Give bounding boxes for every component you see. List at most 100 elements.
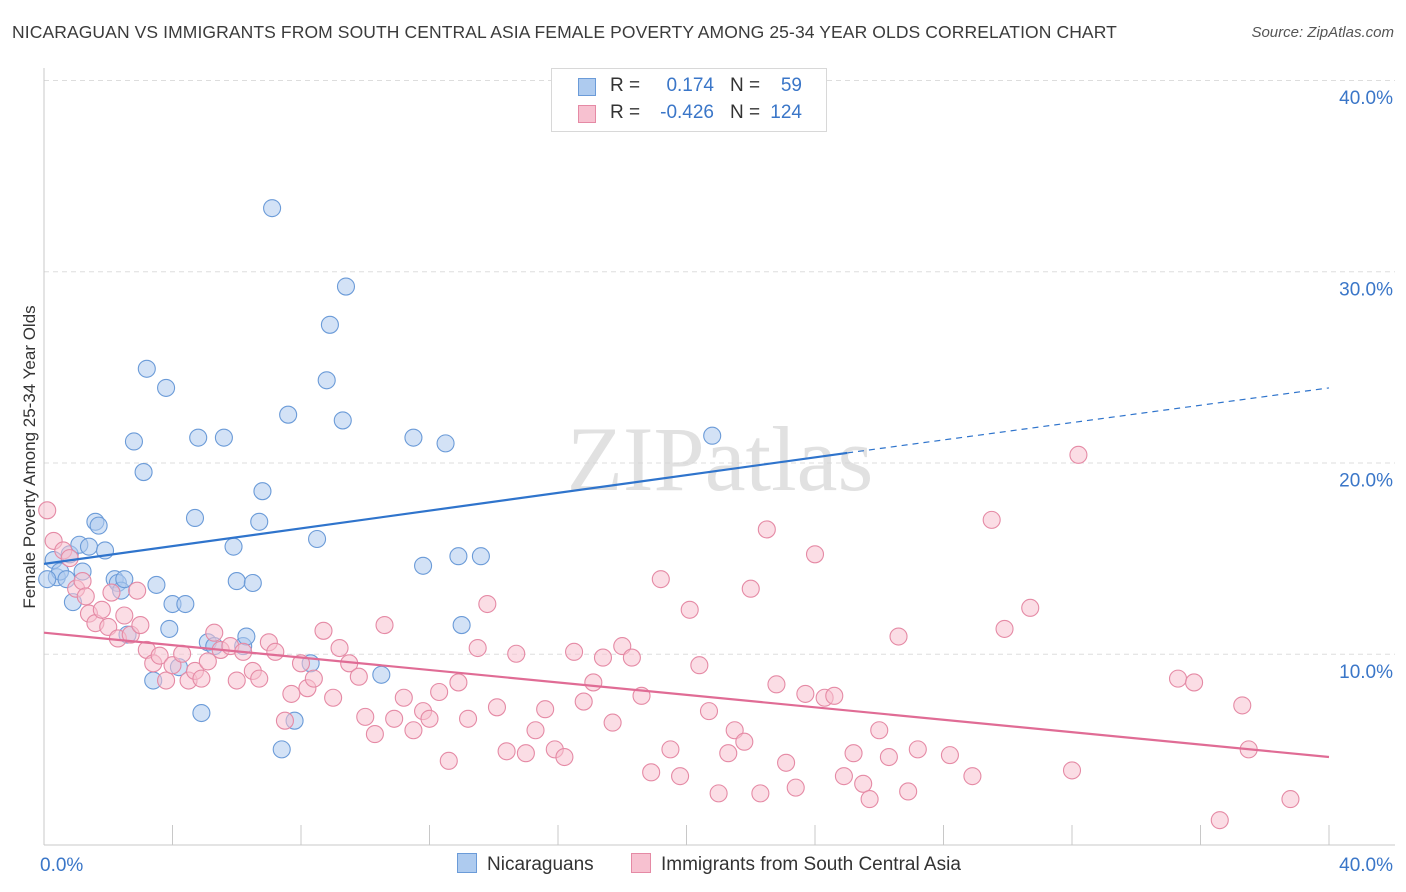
south-central-asia-point <box>365 725 384 744</box>
legend-swatch <box>631 853 651 873</box>
south-central-asia-point <box>642 763 661 782</box>
south-central-asia-point <box>150 646 169 665</box>
south-central-asia-point <box>834 767 853 786</box>
south-central-asia-point <box>73 572 92 591</box>
nicaraguans-point <box>224 537 243 556</box>
nicaraguans-point <box>147 575 166 594</box>
nicaraguans-point <box>214 428 233 447</box>
south-central-asia-point <box>1210 811 1229 830</box>
south-central-asia-point <box>394 688 413 707</box>
south-central-asia-point <box>1233 696 1252 715</box>
south-central-asia-point <box>767 675 786 694</box>
n-value: 59 <box>780 75 802 96</box>
south-central-asia-point <box>603 713 622 732</box>
south-central-asia-point <box>92 600 111 619</box>
south-central-asia-point <box>131 616 150 635</box>
nicaraguans-point <box>237 627 256 646</box>
x-tick-label-max: 40.0% <box>1339 855 1393 876</box>
south-central-asia-point <box>250 669 269 688</box>
legend-item-nicaraguans[interactable]: Nicaraguans <box>457 853 594 877</box>
south-central-asia-point <box>584 673 603 692</box>
south-central-asia-point <box>963 767 982 786</box>
south-central-asia-point <box>404 721 423 740</box>
nicaraguans-point <box>436 434 455 453</box>
south-central-asia-point <box>680 600 699 619</box>
south-central-asia-point <box>526 721 545 740</box>
south-central-asia-point <box>38 501 57 520</box>
south-central-asia-trend-line <box>43 631 1330 759</box>
south-central-asia-point <box>622 648 641 667</box>
south-central-asia-point <box>314 621 333 640</box>
south-central-asia-point <box>995 619 1014 638</box>
r-value: -0.426 <box>660 102 714 123</box>
south-central-asia-point <box>430 682 449 702</box>
south-central-asia-point <box>786 778 805 797</box>
south-central-asia-point <box>879 747 898 767</box>
y-tick-label: 30.0% <box>1339 279 1393 300</box>
south-central-asia-point <box>458 709 478 728</box>
nicaraguans-point <box>137 359 156 378</box>
r-label: R = <box>610 102 641 123</box>
nicaraguans-point <box>250 512 269 531</box>
south-central-asia-point <box>198 652 217 671</box>
nicaraguans-point <box>263 199 282 218</box>
south-central-asia-point <box>420 709 439 728</box>
south-central-asia-point <box>741 579 760 598</box>
south-central-asia-point <box>1069 445 1088 464</box>
nicaraguans-point <box>89 516 108 535</box>
south-central-asia-point <box>777 753 796 772</box>
south-central-asia-point <box>940 746 959 765</box>
axes <box>43 68 1395 846</box>
south-central-asia-point <box>157 671 176 690</box>
nicaraguans-point <box>176 594 195 614</box>
r-label: R = <box>610 75 641 96</box>
south-central-asia-point <box>385 709 404 728</box>
south-central-asia-point <box>574 692 593 711</box>
south-central-asia-point <box>76 587 95 606</box>
nicaraguans-point <box>317 371 336 390</box>
south-central-asia-point <box>275 711 294 730</box>
south-central-asia-point <box>889 627 908 646</box>
source-credit: Source: ZipAtlas.com <box>1251 24 1394 41</box>
nicaraguans-point <box>308 529 327 549</box>
south-central-asia-point <box>507 644 526 663</box>
y-axis-label: Female Poverty Among 25-34 Year Olds <box>20 305 39 609</box>
legend-swatch <box>457 853 477 873</box>
nicaraguans-point <box>134 463 153 482</box>
nicaraguans-point <box>449 547 468 566</box>
south-central-asia-point <box>439 751 458 770</box>
y-tick-label: 40.0% <box>1339 88 1393 109</box>
nicaraguans-point <box>372 665 391 684</box>
nicaraguans-point <box>38 570 57 589</box>
south-central-asia-point <box>282 684 301 703</box>
south-central-asia-point <box>751 784 770 803</box>
legend-item-south-central-asia[interactable]: Immigrants from South Central Asia <box>631 853 961 877</box>
nicaraguans-point <box>160 619 179 638</box>
south-central-asia-point <box>825 686 844 705</box>
n-label: N = <box>730 102 761 123</box>
nicaraguans-point <box>404 428 423 447</box>
south-central-asia-point <box>324 688 343 707</box>
n-value: 124 <box>770 102 802 123</box>
south-central-asia-point <box>487 698 507 717</box>
nicaraguans-point <box>452 616 471 635</box>
nicaraguans-point <box>227 572 246 591</box>
south-central-asia-point <box>690 656 709 675</box>
south-central-asia-point <box>1185 673 1204 692</box>
south-central-asia-point <box>60 549 79 568</box>
south-central-asia-point <box>304 669 323 688</box>
nicaraguans-point <box>189 428 208 447</box>
south-central-asia-point <box>102 583 121 602</box>
south-central-asia-point <box>1281 790 1300 809</box>
south-central-asia-point <box>205 623 224 642</box>
grid-lines <box>44 80 1395 655</box>
south-central-asia-point <box>796 684 815 703</box>
south-central-asia-point <box>651 570 670 589</box>
nicaraguans-point <box>336 277 356 296</box>
nicaraguans-point <box>414 556 433 575</box>
south-central-asia-point <box>356 707 375 726</box>
tick-labels: 10.0% 20.0% 30.0% 40.0% 0.0% 40.0% <box>40 88 1393 876</box>
south-central-asia-point <box>349 667 368 686</box>
south-central-asia-point <box>593 648 613 667</box>
